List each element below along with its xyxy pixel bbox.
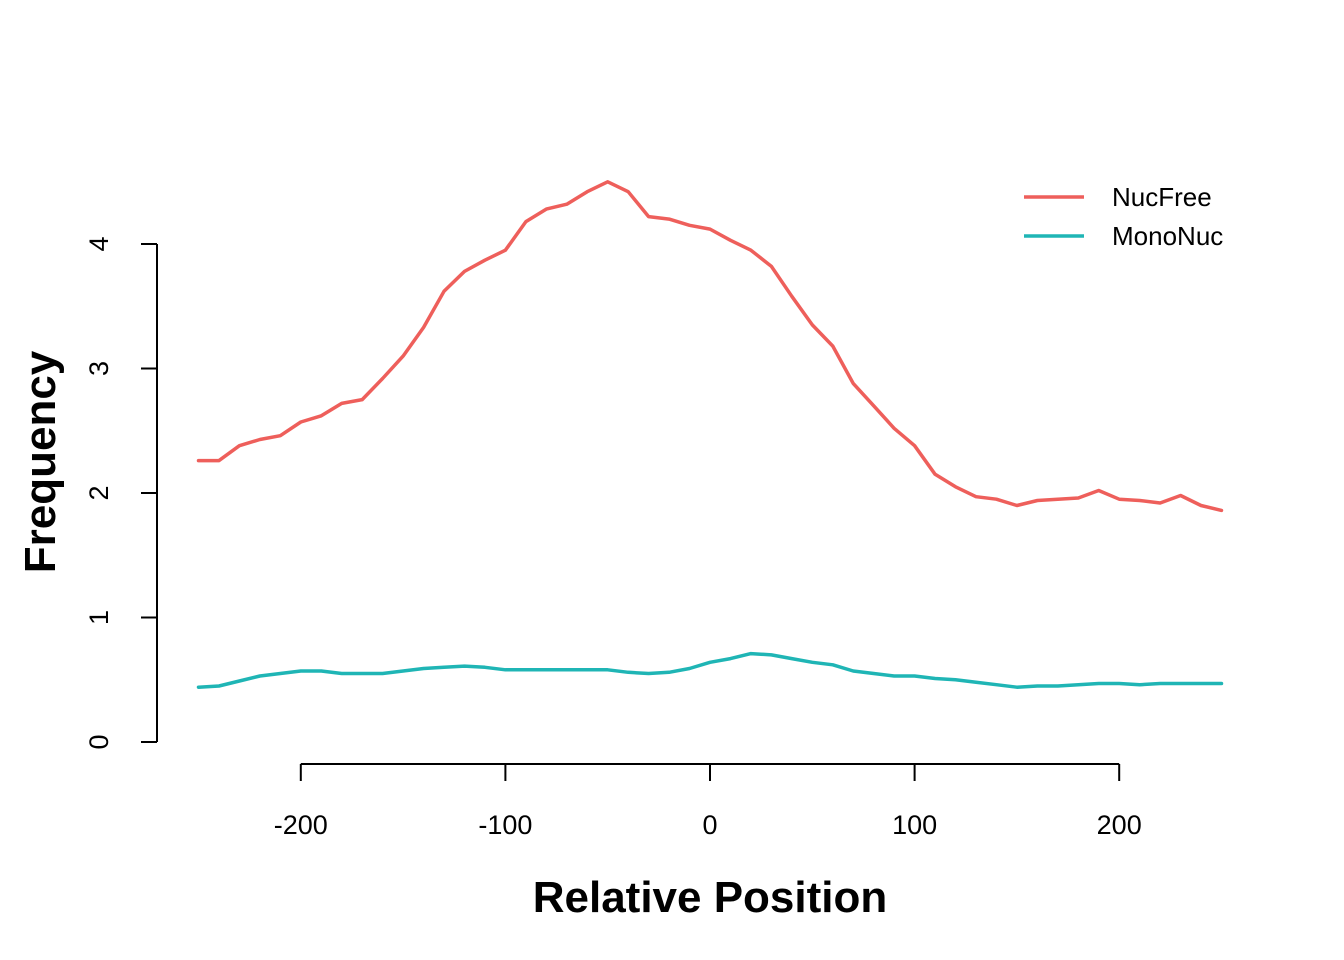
y-axis-title: Frequency [16,350,65,573]
series-line-mononuc [196,651,1224,689]
legend-label-nucfree: NucFree [1112,182,1212,212]
y-tick-label: 3 [84,361,114,376]
y-tick-label: 4 [84,236,114,251]
series-layer [196,180,1224,689]
x-axis: -200 -100 0 100 200 [274,763,1142,840]
y-tick-label: 0 [84,734,114,749]
x-axis-title: Relative Position [533,873,888,922]
x-tick-label: 0 [702,810,717,840]
y-tick-label: 1 [84,610,114,625]
x-tick-label: 100 [892,810,937,840]
legend: NucFree MonoNuc [1024,182,1223,251]
series-line-nucfree [196,180,1224,513]
y-tick-label: 2 [84,485,114,500]
x-tick-label: -100 [478,810,532,840]
x-tick-label: -200 [274,810,328,840]
y-axis: 0 1 2 3 4 [84,236,158,750]
x-tick-label: 200 [1097,810,1142,840]
legend-label-mononuc: MonoNuc [1112,221,1223,251]
